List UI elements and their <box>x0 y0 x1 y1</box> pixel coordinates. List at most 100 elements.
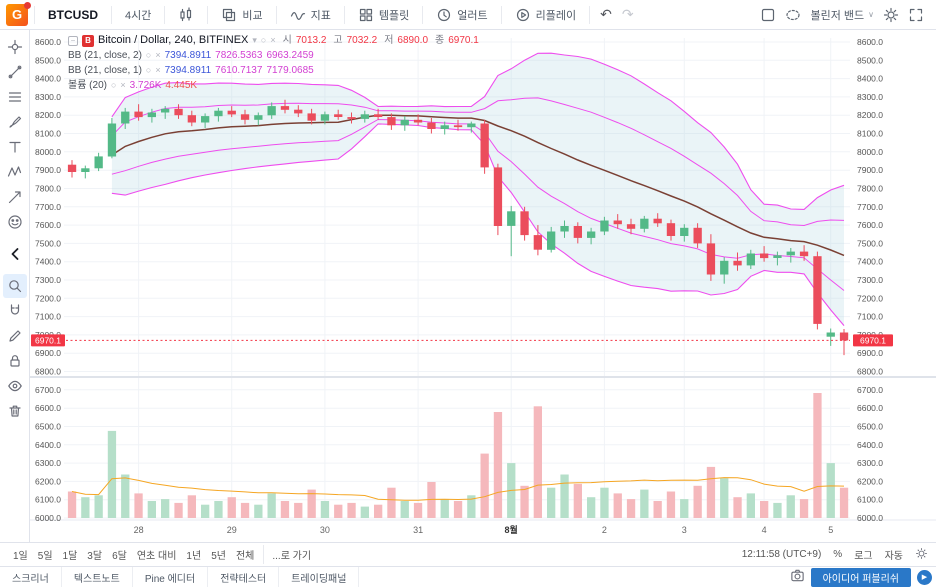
range-1y-button[interactable]: 1년 <box>186 551 202 562</box>
svg-text:8300.0: 8300.0 <box>35 92 61 102</box>
tab-screener[interactable]: 스크리너 <box>0 567 62 587</box>
legend-close-icon[interactable]: × <box>155 65 161 75</box>
brush-tool[interactable] <box>3 110 27 134</box>
range-1m-button[interactable]: 1달 <box>62 551 78 562</box>
tab-strategy-tester[interactable]: 전략테스터 <box>208 567 280 587</box>
legend-bb2-row[interactable]: BB (21, close, 2) ○ × 7394.8911 7826.536… <box>68 48 479 63</box>
trendline-tool[interactable] <box>3 60 27 84</box>
log-scale-toggle[interactable]: 로그 <box>854 551 873 562</box>
bb2-upper-value: 7826.5363 <box>215 50 263 61</box>
forecast-tool[interactable] <box>3 185 27 209</box>
svg-text:31: 31 <box>413 525 423 535</box>
compare-label: 비교 <box>242 9 263 22</box>
interval-button[interactable]: 4시간 <box>118 3 158 27</box>
legend-eye-icon[interactable]: ○ <box>145 50 152 60</box>
price-chart-canvas[interactable]: 28 29 30 31 8월 2 3 4 5 6000.0 6000.0 6100.0 6100.0 62… <box>30 30 936 542</box>
symbol-label: BTCUSD <box>48 7 98 22</box>
legend-eye-icon[interactable]: ○ <box>110 80 117 90</box>
lock-all-tool[interactable] <box>3 349 27 373</box>
collapse-panel-arrow[interactable] <box>3 242 27 266</box>
alerts-button[interactable]: 얼러트 <box>429 3 494 27</box>
tab-pine-editor[interactable]: Pine 에디터 <box>133 567 209 587</box>
fullscreen-icon[interactable] <box>908 7 924 23</box>
separator <box>111 5 112 24</box>
range-6m-button[interactable]: 6달 <box>112 551 127 562</box>
legend-close-icon[interactable]: × <box>120 80 126 90</box>
legend-eye-icon[interactable]: ○ <box>145 65 152 75</box>
indicators-button[interactable]: 지표 <box>283 3 338 27</box>
bb1-basis-value: 7394.8911 <box>164 65 212 76</box>
replay-button[interactable]: 리플레이 <box>508 3 583 27</box>
percent-scale-toggle[interactable]: % <box>833 549 843 560</box>
svg-text:7200.0: 7200.0 <box>35 293 61 303</box>
separator <box>422 5 424 24</box>
svg-text:8500.0: 8500.0 <box>35 55 61 65</box>
zoom-tool[interactable] <box>2 274 27 298</box>
alerts-label: 얼러트 <box>457 9 488 22</box>
dashed-ellipse-icon[interactable] <box>785 7 801 23</box>
svg-text:8000.0: 8000.0 <box>35 147 61 157</box>
pattern-tool[interactable] <box>3 160 27 184</box>
svg-text:6000.0: 6000.0 <box>857 513 883 523</box>
svg-text:7800.0: 7800.0 <box>35 184 61 194</box>
svg-text:7500.0: 7500.0 <box>857 238 883 248</box>
range-3m-button[interactable]: 3달 <box>87 551 103 562</box>
svg-text:28: 28 <box>134 525 144 535</box>
close-label: 종 <box>435 35 445 46</box>
screenshot-camera-button[interactable] <box>790 568 805 586</box>
chart-legend: − B Bitcoin / Dollar, 240, BITFINEX ▾ ○ … <box>68 33 479 93</box>
range-5d-button[interactable]: 5일 <box>37 551 53 562</box>
fibonacci-tool[interactable] <box>3 85 27 109</box>
magnet-tool[interactable] <box>3 299 27 323</box>
tab-text-notes[interactable]: 텍스트노트 <box>62 567 133 587</box>
text-tool[interactable] <box>3 135 27 159</box>
legend-collapse-icon[interactable]: − <box>68 35 78 46</box>
svg-text:6300.0: 6300.0 <box>857 458 883 468</box>
indicators-icon <box>290 11 305 20</box>
instrument-logo: B <box>82 34 94 47</box>
range-all-button[interactable]: 전체 <box>235 551 255 562</box>
legend-main-row[interactable]: − B Bitcoin / Dollar, 240, BITFINEX ▾ ○ … <box>68 33 479 48</box>
range-1d-button[interactable]: 1일 <box>13 551 28 562</box>
gear-icon[interactable] <box>883 7 899 23</box>
auto-scale-toggle[interactable]: 자동 <box>884 551 903 562</box>
notification-dot <box>24 1 31 9</box>
range-ytd-button[interactable]: 연초 대비 <box>136 551 177 562</box>
layout-icon[interactable] <box>760 7 776 23</box>
delete-drawings-tool[interactable] <box>3 399 27 423</box>
templates-button[interactable]: 템플릿 <box>351 3 416 27</box>
bb2-lower-value: 6963.2459 <box>266 50 314 61</box>
legend-close-icon[interactable]: × <box>270 35 276 45</box>
tab-trading-panel[interactable]: 트레이딩패널 <box>279 567 360 587</box>
crosshair-tool[interactable] <box>3 35 27 59</box>
publish-idea-button[interactable]: 아이디어 퍼블리쉬 <box>810 567 911 587</box>
legend-bb1-row[interactable]: BB (21, close, 1) ○ × 7394.8911 7610.713… <box>68 63 479 78</box>
legend-close-icon[interactable]: × <box>155 50 161 60</box>
compare-button[interactable]: 비교 <box>214 3 269 27</box>
redo-button[interactable]: ↷ <box>621 6 634 22</box>
bb2-basis-value: 7394.8911 <box>164 50 212 61</box>
bb1-lower-value: 7179.0685 <box>266 65 314 76</box>
svg-text:2: 2 <box>602 525 607 535</box>
scale-settings-button[interactable] <box>915 547 928 563</box>
goto-date-button[interactable]: ...로 가기 <box>263 545 319 564</box>
legend-eye-icon[interactable]: ○ <box>260 35 267 45</box>
range-5y-button[interactable]: 5년 <box>211 551 226 562</box>
svg-text:7600.0: 7600.0 <box>35 220 61 230</box>
app-logo[interactable]: G <box>6 1 31 26</box>
symbol-search-button[interactable]: BTCUSD <box>41 4 105 26</box>
drawing-mode-tool[interactable] <box>3 324 27 348</box>
play-button[interactable]: ▶ <box>917 569 932 585</box>
open-value: 7013.2 <box>295 35 327 46</box>
hide-all-tool[interactable] <box>3 374 27 398</box>
chart-style-button[interactable] <box>171 3 201 27</box>
chevron-down-icon[interactable]: ▾ <box>252 35 257 45</box>
undo-button[interactable]: ↶ <box>600 6 612 22</box>
topbar-right-cluster: 볼린저 밴드 ∨ <box>760 7 930 23</box>
low-label: 저 <box>384 35 394 46</box>
legend-volume-row[interactable]: 볼륨 (20) ○ × 3.726K 4.445K <box>68 78 479 93</box>
study-template-select[interactable]: 볼린저 밴드 ∨ <box>810 7 874 23</box>
replay-icon <box>516 8 529 21</box>
clock-display[interactable]: 12:11:58 (UTC+9) <box>741 549 822 560</box>
icons-tool[interactable] <box>3 210 27 234</box>
